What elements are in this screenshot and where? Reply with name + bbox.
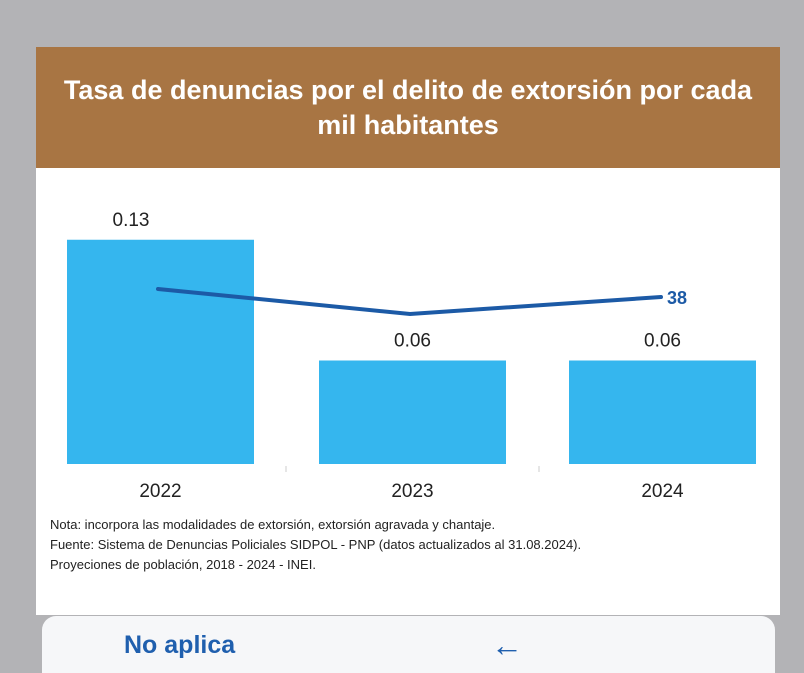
chart-header: Tasa de denuncias por el delito de extor… [36, 47, 780, 168]
line-value-label: 38 [667, 288, 687, 308]
bar-chart: 0.13 2022 0.06 2023 0.06 2024 38 [67, 210, 756, 502]
source-line: Fuente: Sistema de Denuncias Policiales … [50, 537, 582, 552]
footer-bar: No aplica ← [42, 616, 775, 673]
chart-notes: Nota: incorpora las modalidades de extor… [50, 515, 780, 575]
chart-title: Tasa de denuncias por el delito de extor… [63, 74, 753, 140]
bar-2024 [569, 360, 756, 464]
bar-value-label: 0.13 [113, 210, 150, 231]
bar-2023 [319, 360, 506, 464]
projection-line: Proyeciones de población, 2018 - 2024 - … [50, 557, 316, 572]
x-tick-label: 2022 [139, 481, 181, 502]
note-line: Nota: incorpora las modalidades de extor… [50, 517, 496, 532]
footer-label: No aplica [124, 631, 236, 659]
trend-line [156, 287, 663, 317]
bar-value-label: 0.06 [644, 331, 681, 352]
chart-card: Tasa de denuncias por el delito de extor… [36, 47, 780, 615]
bar-2022 [67, 239, 254, 464]
x-tick-label: 2024 [641, 481, 684, 502]
arrow-left-icon[interactable]: ← [491, 626, 523, 663]
x-tick-label: 2023 [391, 481, 433, 502]
bar-value-label: 0.06 [394, 331, 431, 352]
